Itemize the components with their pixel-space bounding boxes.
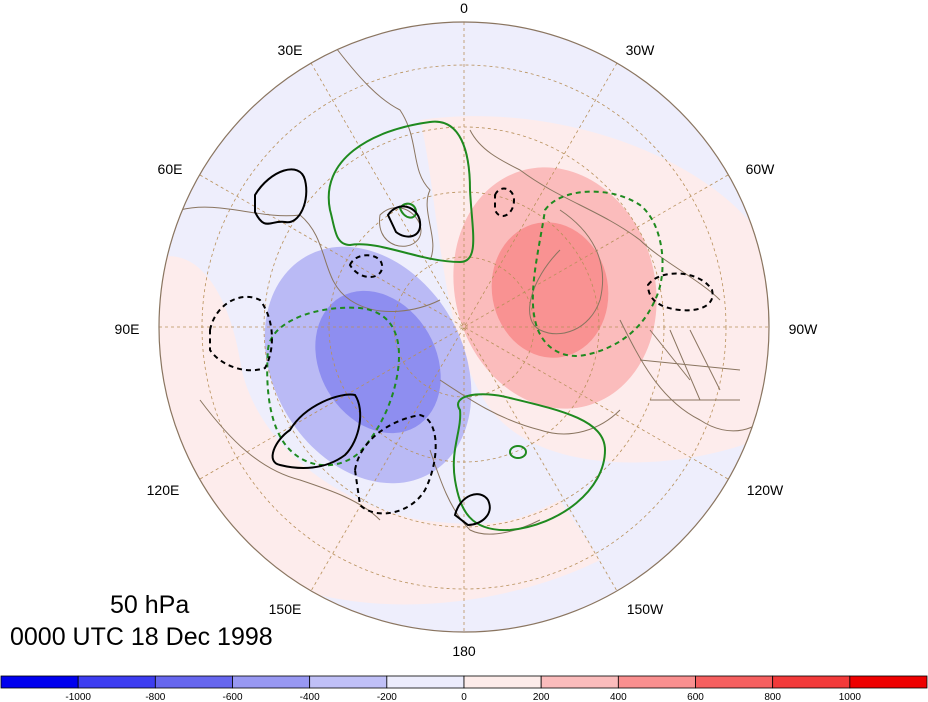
- lon-label-120w: 120W: [747, 482, 784, 498]
- colorbar: -1000 -800 -600 -400 -200 0 200 400 600 800 1000: [0, 675, 928, 702]
- colorbar-box: [540, 675, 619, 689]
- longitude-labels: 0 30W 60W 90W 120W 150W 180 150E 120E 90…: [115, 0, 819, 659]
- lon-label-180: 180: [452, 643, 476, 659]
- colorbar-label: -800: [145, 692, 165, 702]
- colorbar-label: -200: [377, 692, 397, 702]
- green-contours: [266, 120, 664, 532]
- black-contour-solid-nw: [254, 168, 308, 225]
- green-contour-dashed-west: [266, 306, 400, 467]
- colorbar-label: 600: [687, 692, 704, 702]
- colorbar-label: 800: [764, 692, 781, 702]
- positive-anomaly-400: [491, 222, 609, 358]
- colorbar-box: [77, 675, 156, 689]
- coastlines: [179, 39, 769, 535]
- lon-label-0: 0: [460, 0, 468, 16]
- colorbar-box: [232, 675, 311, 689]
- colorbar-box: [154, 675, 233, 689]
- positive-region-south: [159, 256, 600, 605]
- pressure-level-title: 50 hPa: [110, 591, 190, 619]
- timestamp-title: 0000 UTC 18 Dec 1998: [10, 623, 273, 651]
- polar-map: 0 30W 60W 90W 120W 150W 180 150E 120E 90…: [115, 0, 819, 659]
- colorbar-boxes: [0, 675, 928, 689]
- negative-anomaly-400: [315, 290, 441, 434]
- map-boundary: [158, 21, 770, 633]
- colorbar-label: 200: [533, 692, 550, 702]
- lon-label-90e: 90E: [115, 321, 140, 337]
- colorbar-box: [695, 675, 774, 689]
- colorbar-box: [386, 675, 465, 689]
- colorbar-label: 1000: [839, 692, 862, 702]
- green-contour-dashed-east: [531, 190, 664, 357]
- colorbar-box: [463, 675, 542, 689]
- lon-label-120e: 120E: [147, 482, 180, 498]
- green-contour-solid-south: [452, 393, 607, 532]
- colorbar-label: -600: [222, 692, 242, 702]
- colorbar-box: [309, 675, 388, 689]
- colorbar-box: [772, 675, 851, 689]
- lon-label-60e: 60E: [158, 161, 183, 177]
- lon-label-150e: 150E: [269, 601, 302, 617]
- lon-label-90w: 90W: [789, 321, 819, 337]
- colorbar-label: -400: [300, 692, 320, 702]
- green-contour-solid-north: [327, 120, 475, 264]
- colorbar-box: [617, 675, 696, 689]
- lon-label-30e: 30E: [278, 42, 303, 58]
- colorbar-box: [0, 675, 79, 689]
- black-contours: [209, 168, 714, 527]
- colorbar-label: 400: [610, 692, 627, 702]
- lon-label-30w: 30W: [626, 42, 656, 58]
- colorbar-label: -1000: [65, 692, 91, 702]
- colorbar-labels: -1000 -800 -600 -400 -200 0 200 400 600 800 1000: [65, 692, 861, 702]
- colorbar-box: [849, 675, 928, 689]
- colorbar-label: 0: [461, 692, 467, 702]
- shaded-field: [159, 22, 769, 632]
- lon-label-60w: 60W: [746, 161, 776, 177]
- lon-label-150w: 150W: [627, 601, 664, 617]
- black-contour-solid-sw: [271, 393, 362, 469]
